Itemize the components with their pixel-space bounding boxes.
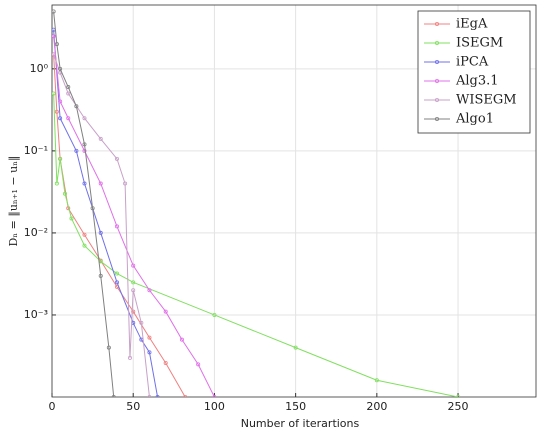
series-marker (82, 243, 87, 248)
series-marker (106, 345, 111, 350)
series-line (53, 11, 115, 397)
series-marker (114, 280, 119, 285)
series-marker (114, 224, 119, 229)
series-marker (111, 395, 116, 397)
legend-marker (434, 41, 439, 46)
series-marker (90, 206, 95, 211)
y-tick-label: 10⁻² (24, 226, 48, 239)
series-marker (52, 52, 56, 57)
series-marker (98, 181, 103, 186)
series-marker (131, 280, 136, 285)
series-marker (69, 216, 74, 221)
series-marker (163, 309, 168, 314)
series-marker (82, 232, 87, 237)
legend-marker (434, 117, 439, 122)
legend-label: iEgA (456, 17, 488, 32)
series-marker (98, 273, 103, 278)
series-marker (52, 91, 56, 96)
series-marker (74, 104, 79, 109)
legend-marker (434, 98, 439, 103)
x-tick-label: 100 (204, 400, 225, 413)
series-marker (163, 360, 168, 365)
legend-marker (434, 60, 439, 65)
x-tick-label: 50 (126, 400, 140, 413)
series-marker (58, 116, 63, 121)
legend-marker (434, 79, 439, 84)
series-marker (98, 230, 103, 235)
series-marker (293, 345, 298, 350)
series-marker (54, 181, 59, 186)
series-marker (131, 263, 136, 268)
series-marker (74, 148, 79, 153)
series-marker (62, 191, 67, 196)
series-marker (374, 378, 379, 383)
y-axis-label: Dₙ = ‖uₙ₊₁ − uₙ‖ (7, 156, 21, 247)
y-tick-label: 10⁻¹ (24, 144, 48, 157)
series-marker (456, 395, 461, 397)
series-marker (82, 181, 87, 186)
series-marker (66, 116, 71, 121)
series-line (53, 93, 459, 397)
legend-marker (434, 21, 439, 26)
series-marker (147, 395, 152, 397)
series-line (53, 54, 186, 397)
series-marker (82, 116, 87, 121)
series-marker (54, 109, 59, 114)
x-tick-label: 150 (285, 400, 306, 413)
series-marker (114, 156, 119, 161)
series-marker (212, 312, 217, 317)
plot-layer (52, 9, 461, 397)
x-tick-label: 250 (448, 400, 469, 413)
legend-label: Algo1 (455, 112, 494, 127)
series-marker (131, 309, 136, 314)
series-marker (58, 66, 63, 71)
series-marker (139, 320, 144, 325)
legend-label: iPCA (456, 55, 489, 70)
series-marker (155, 395, 160, 397)
series-marker (212, 395, 217, 397)
series-line (53, 54, 150, 397)
plot-frame (51, 4, 537, 398)
series-marker (147, 335, 152, 340)
series-marker (147, 288, 152, 293)
y-tick-label: 10⁻³ (24, 308, 48, 321)
x-tick-label: 0 (49, 400, 56, 413)
series-marker (66, 85, 71, 90)
series-line (53, 29, 159, 397)
series-marker (179, 337, 184, 342)
legend-box (417, 10, 531, 134)
series-marker (52, 9, 56, 14)
legend-label: Alg3.1 (455, 74, 499, 89)
series-marker (147, 350, 152, 355)
series-marker (54, 42, 59, 47)
x-axis-label: Number of iterartions (241, 417, 360, 430)
series-line (53, 36, 215, 397)
series-marker (196, 362, 201, 367)
y-tick-label: 10⁰ (30, 62, 49, 75)
series-marker (66, 91, 71, 96)
series-marker (123, 181, 128, 186)
series-marker (58, 156, 63, 161)
series-marker (82, 142, 87, 147)
series-marker (127, 355, 132, 360)
series-marker (131, 288, 136, 293)
series-marker (114, 271, 119, 276)
series-marker (58, 99, 63, 104)
x-tick-label: 200 (366, 400, 387, 413)
legend-label: ISEGM (456, 36, 503, 51)
series-marker (82, 148, 87, 153)
legend-label: WISEGM (456, 93, 517, 108)
series-marker (183, 395, 188, 397)
series-marker (98, 136, 103, 141)
series-marker (52, 34, 56, 39)
